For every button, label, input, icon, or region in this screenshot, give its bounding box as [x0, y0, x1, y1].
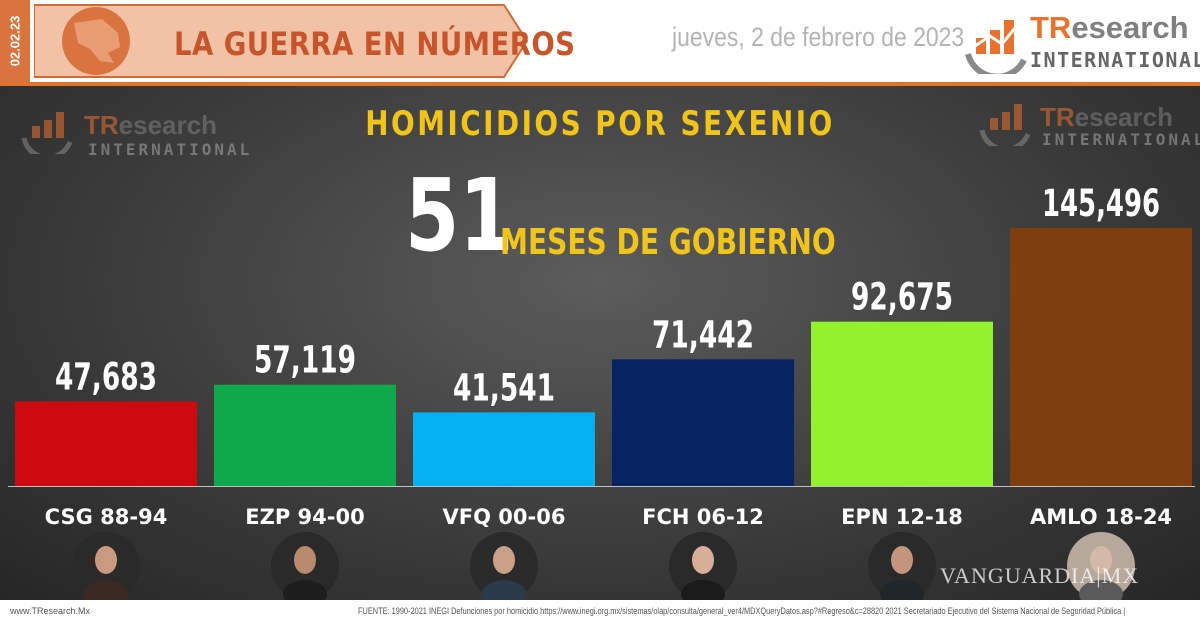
value-label-3: 71,442 [652, 313, 754, 356]
wm-right-tr: TR [1040, 102, 1075, 132]
category-label-2: VFQ 00-06 [443, 505, 566, 529]
banner-title: LA GUERRA EN NÚMEROS [174, 25, 576, 63]
logo-tr: TR [1030, 10, 1072, 45]
date-code: 02.02.23 [7, 15, 23, 67]
category-label-4: EPN 12-18 [841, 505, 963, 529]
avatar-2 [470, 532, 538, 600]
wm-right-international: INTERNATIONAL [1042, 130, 1200, 149]
category-label-1: EZP 94-00 [245, 505, 364, 529]
bar-4 [811, 321, 993, 486]
vanguardia-watermark: VANGUARDIA|MX [940, 563, 1140, 588]
logo-international: INTERNATIONAL [1030, 48, 1200, 72]
bar-5 [1010, 228, 1192, 486]
value-label-2: 41,541 [453, 366, 555, 409]
tresearch-logo-icon [965, 20, 1027, 74]
bar-0 [15, 401, 197, 486]
bar-1 [214, 384, 396, 486]
bar-chart: 47,683 CSG 88-94 57,119 EZP 94-00 41,541 VFQ … [8, 182, 1195, 600]
category-label-3: FCH 06-12 [642, 505, 764, 529]
logo-text: TResearch [1030, 10, 1189, 46]
watermark-logo-icon [979, 104, 1031, 146]
title-banner: LA GUERRA EN NÚMEROS [34, 3, 575, 79]
avatar-3 [669, 532, 737, 600]
watermark-logo-icon [21, 112, 73, 154]
value-label-4: 92,675 [851, 276, 953, 319]
footer: www.TResearch.Mx FUENTE: 1990-2021 INEGI… [0, 600, 1200, 622]
value-label-5: 145,496 [1042, 182, 1160, 225]
category-label-0: CSG 88-94 [45, 505, 168, 529]
avatar-4 [868, 532, 936, 600]
chart-panel: TResearch INTERNATIONAL TResearch INTERN… [0, 86, 1200, 600]
footer-website: www.TResearch.Mx [10, 606, 91, 616]
date-strip: 02.02.23 [0, 0, 30, 82]
footer-source: FUENTE: 1990-2021 INEGI Defunciones por … [358, 606, 1126, 616]
wm-left-research: esearch [118, 110, 217, 140]
chart-title: HOMICIDIOS POR SEXENIO [365, 104, 835, 144]
header-divider [0, 82, 1200, 86]
wm-left-international: INTERNATIONAL [88, 140, 253, 159]
value-label-1: 57,119 [254, 339, 356, 382]
header-date: jueves, 2 de febrero de 2023 [672, 22, 965, 52]
avatar-5 [1067, 532, 1135, 600]
wm-right-research: esearch [1074, 102, 1173, 132]
months-number: 51 [405, 157, 514, 274]
banner-shape [34, 4, 529, 78]
avatar-0 [72, 532, 140, 600]
header: 02.02.23 LA GUERRA EN NÚMEROS jueves, 2 … [0, 0, 1200, 86]
bar-3 [612, 359, 794, 486]
wm-left-tr: TR [84, 110, 119, 140]
avatar-1 [271, 532, 339, 600]
bar-2 [413, 412, 595, 486]
months-text: MESES DE GOBIERNO [500, 222, 836, 263]
value-label-0: 47,683 [55, 355, 157, 398]
category-label-5: AMLO 18-24 [1030, 505, 1172, 529]
logo-research: esearch [1071, 10, 1189, 45]
